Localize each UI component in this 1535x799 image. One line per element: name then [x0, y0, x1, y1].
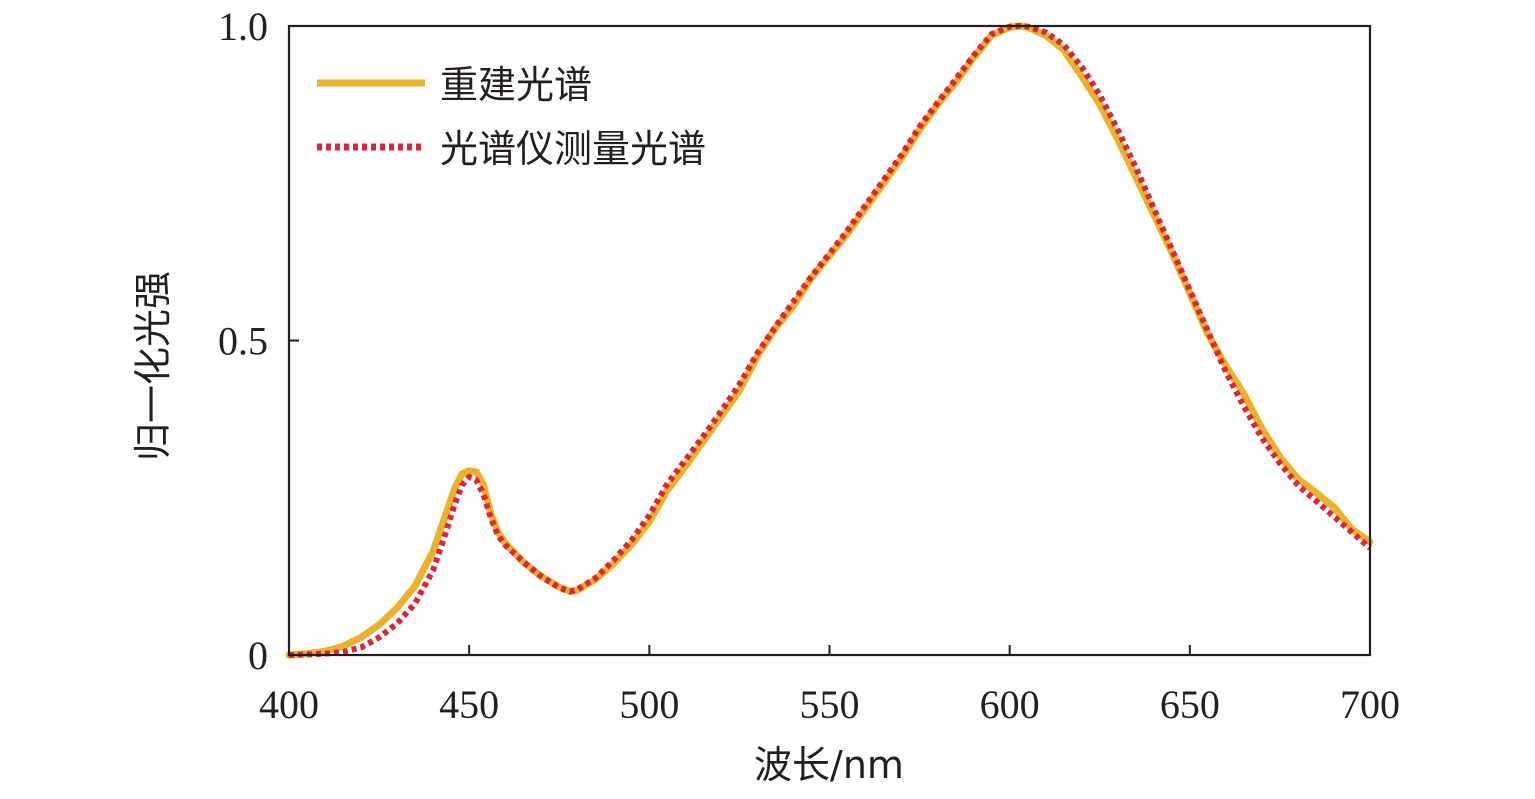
series-line-measured [288, 23, 1372, 658]
x-tick-label: 600 [980, 682, 1040, 727]
x-tick-label: 450 [439, 682, 499, 727]
y-axis-title: 归一化光强 [131, 271, 175, 461]
x-tick-label: 500 [619, 682, 679, 727]
tick-layer: 400 450 500 550 600 650 700 0 0.5 1.0 [218, 4, 1400, 727]
x-tick-label: 700 [1340, 682, 1400, 727]
y-tick-label: 0.5 [218, 319, 268, 364]
legend-label-reconstructed: 重建光谱 [440, 63, 592, 107]
x-axis-title: 波长/nm [754, 743, 904, 787]
y-tick-label: 0 [248, 633, 268, 678]
x-tick-label: 400 [259, 682, 319, 727]
x-tick-label: 650 [1160, 682, 1220, 727]
x-tick-label: 550 [800, 682, 860, 727]
series-layer [285, 22, 1374, 659]
legend: 重建光谱 光谱仪测量光谱 [317, 63, 706, 171]
series-line-reconstructed [285, 22, 1374, 659]
y-tick-label: 1.0 [218, 4, 268, 49]
legend-label-measured: 光谱仪测量光谱 [440, 127, 706, 171]
